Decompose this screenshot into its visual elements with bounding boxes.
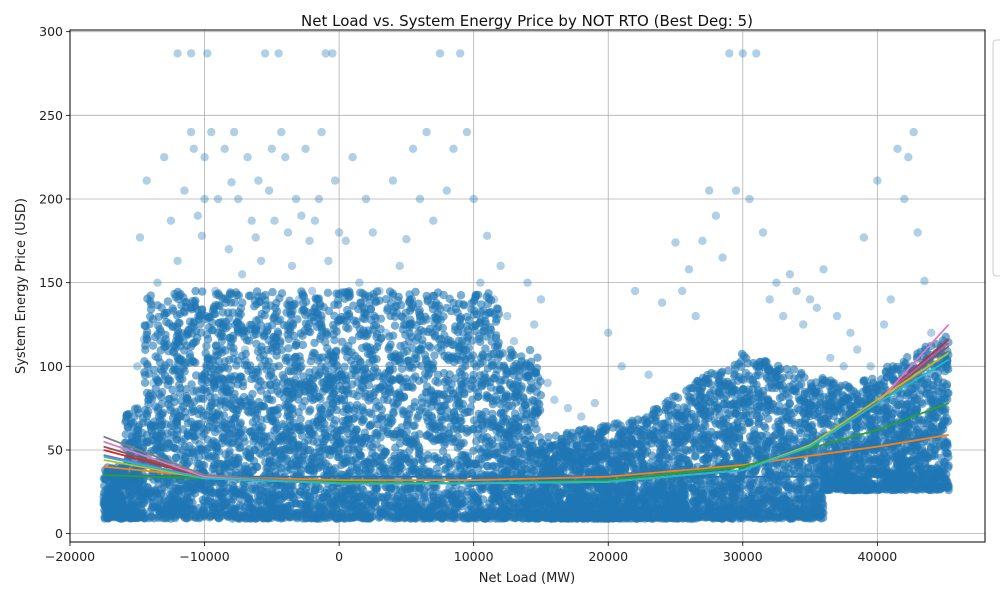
- scatter-point: [438, 447, 448, 456]
- scatter-point: [305, 407, 314, 416]
- scatter-point: [344, 324, 353, 333]
- scatter-point: [439, 368, 449, 378]
- scatter-point: [223, 364, 233, 373]
- scatter-point: [409, 374, 418, 383]
- scatter-point: [868, 374, 877, 383]
- scatter-point: [323, 288, 333, 297]
- scatter-point: [310, 338, 319, 348]
- scatter-point: [425, 324, 434, 334]
- scatter-point: [198, 374, 207, 384]
- scatter-point: [296, 414, 305, 424]
- scatter-point: [447, 306, 456, 316]
- scatter-point: [433, 378, 443, 387]
- scatter-point: [536, 377, 545, 386]
- scatter-point: [544, 432, 553, 442]
- scatter-point: [180, 346, 189, 355]
- scatter-point: [229, 344, 238, 353]
- scatter-point: [385, 343, 394, 352]
- scatter-point: [775, 393, 785, 403]
- scatter-point: [274, 361, 284, 371]
- scatter-point: [453, 308, 462, 317]
- chart-title: Net Load vs. System Energy Price by NOT …: [301, 12, 753, 30]
- scatter-point: [198, 287, 207, 296]
- scatter-point: [260, 311, 269, 320]
- scatter-point: [388, 331, 398, 340]
- scatter-point: [146, 312, 155, 321]
- scatter-point: [411, 287, 420, 297]
- scatter-point: [551, 431, 560, 440]
- scatter-point: [941, 332, 950, 341]
- scatter-points: [99, 49, 953, 523]
- scatter-point: [469, 446, 478, 455]
- scatter-point: [525, 345, 535, 355]
- scatter-point: [562, 428, 572, 438]
- scatter-point: [248, 389, 257, 399]
- scatter-point: [468, 351, 478, 360]
- scatter-point: [737, 349, 747, 359]
- scatter-point: [272, 378, 281, 388]
